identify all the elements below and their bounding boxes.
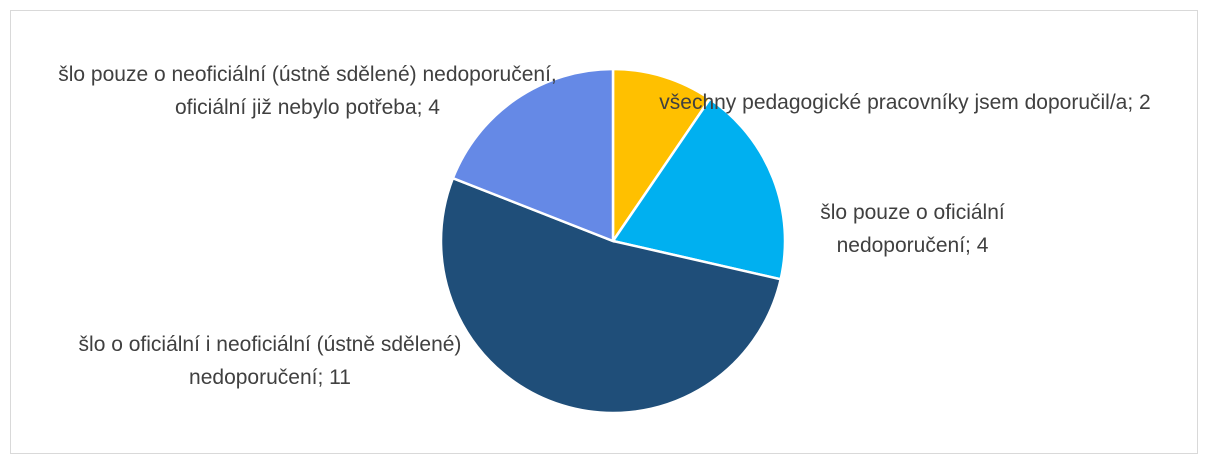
chart-frame	[10, 10, 1198, 454]
label-name: šlo o oficiální i neoficiální (ústně sdě…	[78, 333, 462, 389]
label-value: ; 2	[1127, 91, 1151, 114]
label-value: ; 11	[317, 366, 351, 389]
label-name: všechny pedagogické pracovníky jsem dopo…	[659, 91, 1128, 114]
pie-slice	[451, 67, 615, 243]
data-label: šlo pouze o oficiální nedoporučení; 4	[775, 196, 1050, 262]
data-label: šlo pouze o neoficiální (ústně sdělené) …	[45, 58, 570, 124]
pie-slice	[610, 97, 787, 281]
label-name: šlo pouze o oficiální nedoporučení	[820, 201, 1005, 257]
pie-slice	[439, 176, 783, 415]
label-value: ; 4	[965, 234, 989, 257]
label-name: šlo pouze o neoficiální (ústně sdělené) …	[58, 63, 557, 119]
pie-slice	[611, 67, 712, 246]
data-label: všechny pedagogické pracovníky jsem dopo…	[655, 86, 1155, 119]
label-value: ; 4	[416, 96, 440, 119]
data-label: šlo o oficiální i neoficiální (ústně sdě…	[55, 328, 485, 394]
